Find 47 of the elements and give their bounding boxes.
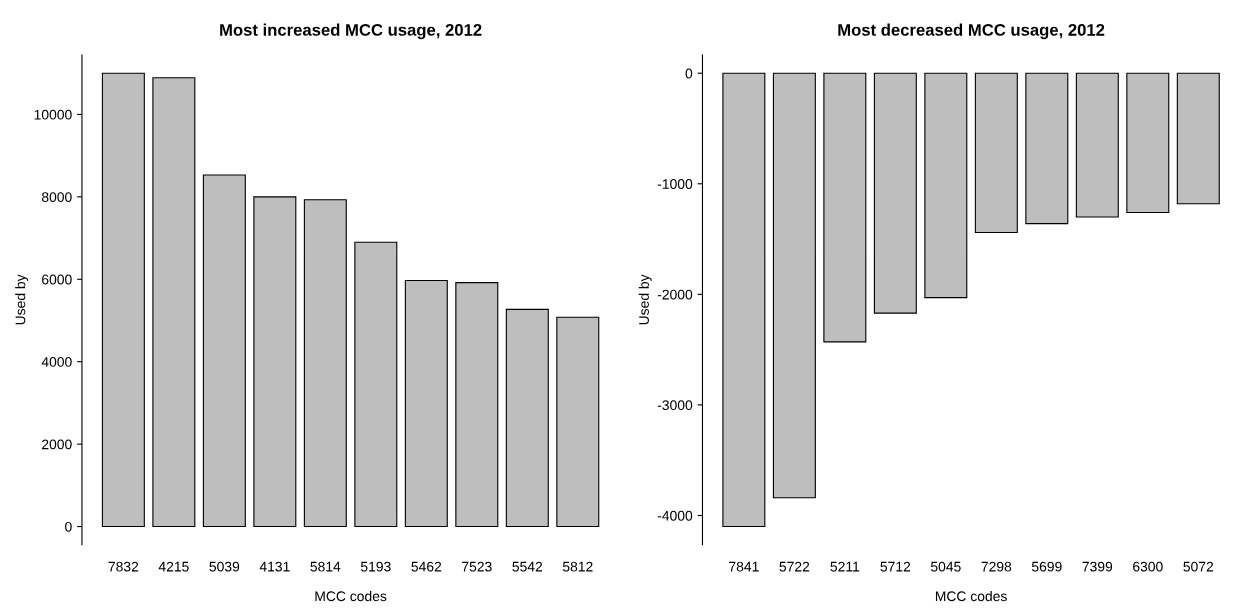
- y-tick-label: -2000: [657, 289, 693, 300]
- bar: [404, 279, 448, 528]
- x-tick-label: 7832: [108, 561, 139, 572]
- bar: [556, 316, 600, 528]
- x-tick-label: 5039: [209, 561, 240, 572]
- bar: [354, 241, 398, 528]
- chart-title: Most decreased MCC usage, 2012: [838, 23, 1105, 40]
- x-tick-label: 5699: [1031, 561, 1062, 572]
- x-axis-title: MCC codes: [315, 590, 387, 602]
- y-tick-label: 8000: [41, 192, 72, 203]
- x-tick-label: 5072: [1183, 561, 1214, 572]
- bar: [455, 282, 499, 528]
- x-axis-title: MCC codes: [935, 590, 1007, 602]
- bar: [152, 77, 196, 528]
- y-tick-label: 0: [65, 521, 72, 532]
- y-tick-label: 2000: [42, 439, 72, 450]
- y-axis-title: Used by: [638, 274, 652, 325]
- x-tick-label: 5462: [411, 561, 442, 572]
- x-tick-label: 7841: [729, 561, 759, 572]
- x-tick-label: 4215: [158, 561, 189, 572]
- x-tick-label: 5722: [779, 561, 810, 572]
- x-tick-label: 7523: [462, 561, 492, 572]
- y-tick-label: 4000: [41, 357, 72, 367]
- x-tick-label: 5211: [830, 561, 860, 572]
- y-tick-label: -4000: [657, 510, 693, 521]
- x-tick-label: 5193: [360, 561, 391, 572]
- x-tick-label: 5812: [562, 561, 593, 572]
- x-tick-label: 5045: [930, 561, 961, 572]
- x-tick-label: 5814: [310, 561, 341, 572]
- y-tick-label: -3000: [657, 400, 693, 411]
- bar: [505, 308, 549, 528]
- x-tick-label: 5542: [512, 561, 543, 572]
- y-tick-label: 0: [685, 68, 693, 79]
- y-axis-title: Used by: [15, 274, 29, 325]
- x-tick-label: 6300: [1133, 561, 1163, 572]
- y-tick-label: 10000: [34, 109, 72, 120]
- x-tick-label: 7298: [981, 561, 1012, 572]
- bar: [253, 196, 297, 528]
- x-tick-label: 5712: [880, 561, 911, 572]
- bar: [101, 72, 145, 528]
- bar: [202, 174, 246, 528]
- y-tick-label: 6000: [42, 274, 72, 285]
- y-tick-label: -1000: [657, 179, 693, 189]
- x-tick-label: 7399: [1082, 561, 1113, 572]
- x-tick-label: 4131: [259, 561, 290, 572]
- bar: [303, 199, 347, 528]
- chart-title: Most increased MCC usage, 2012: [220, 23, 482, 40]
